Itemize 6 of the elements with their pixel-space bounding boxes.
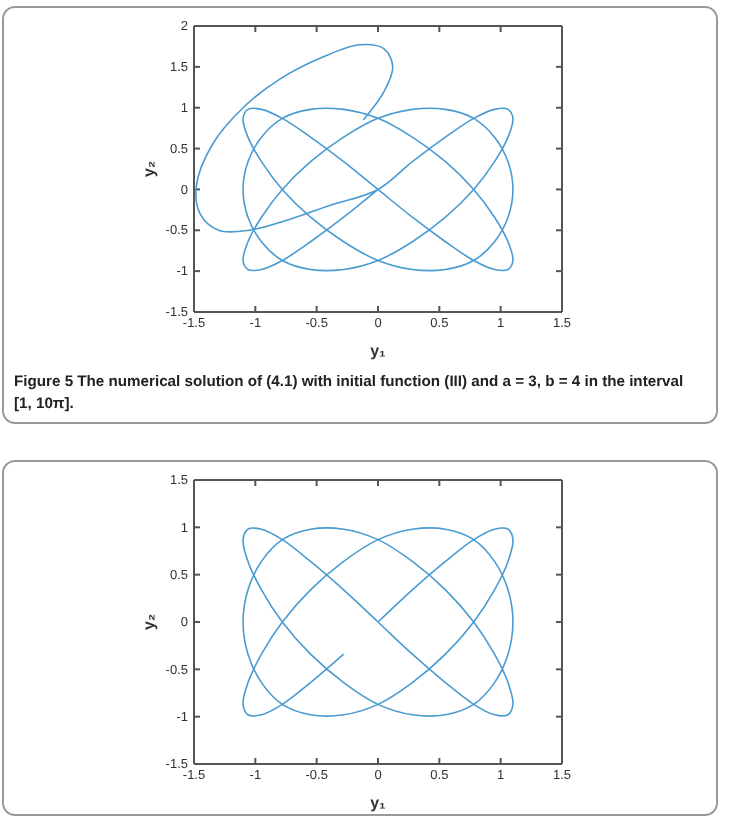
x-axis-title: y₁ [370, 342, 388, 361]
y-axis-title: y₂ [140, 613, 158, 631]
x-axis-title: y₁ [370, 794, 388, 813]
y-axis-title: y₂ [140, 160, 158, 178]
line-series [242, 527, 514, 717]
line-series [195, 43, 514, 272]
